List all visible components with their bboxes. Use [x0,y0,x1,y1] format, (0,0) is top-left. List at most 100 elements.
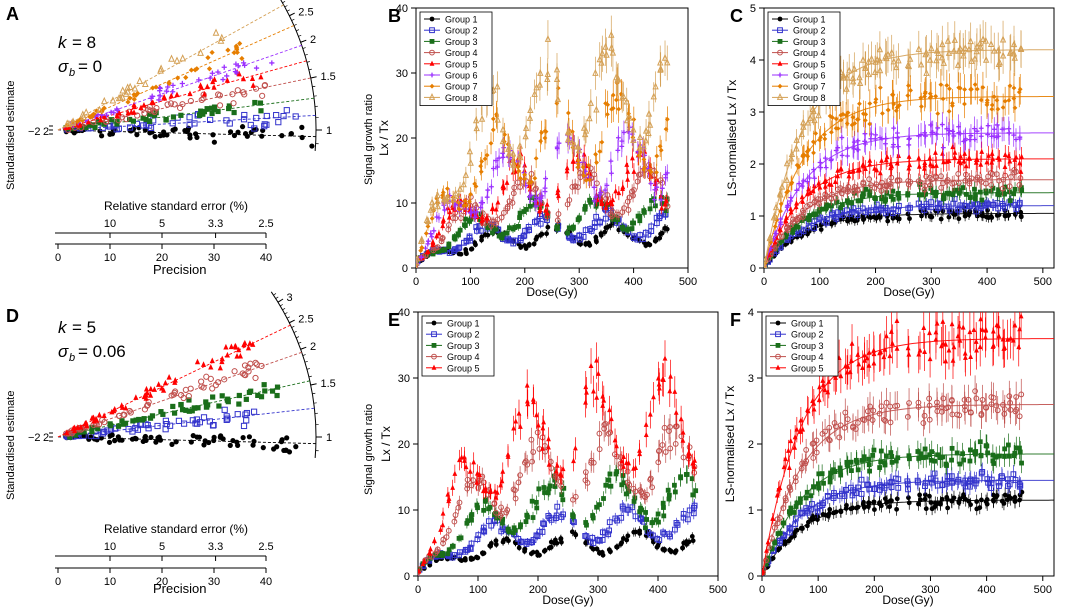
data-point [498,214,505,221]
data-point [659,201,665,206]
data-point [989,159,995,165]
data-point [778,201,784,207]
data-point [958,153,964,159]
radial-point [194,134,200,140]
data-point [896,195,902,201]
radial-point [100,96,108,105]
radial-point [211,139,217,145]
radial-point [240,422,248,430]
x-tick-label: 400 [624,276,642,288]
radial-point [93,432,100,440]
data-point [664,196,670,202]
data-point [1006,126,1012,132]
data-point [610,196,616,203]
data-point [516,545,522,551]
radial-point [239,55,245,62]
radial-point [179,101,186,108]
data-point [979,35,987,43]
arc-minor-tick [286,316,290,319]
data-point [438,238,445,245]
data-point [930,190,936,195]
data-point [906,165,912,171]
data-point [511,184,518,191]
data-point [821,218,828,225]
k-value: = 5 [72,318,96,337]
radial-point [242,339,248,346]
data-point [581,173,587,179]
data-point [436,215,442,221]
radial-point [173,439,179,445]
data-point [934,200,941,207]
radial-point [249,75,256,81]
radial-point [252,85,260,92]
radial-point [171,101,178,108]
arc-minor-tick [310,384,314,386]
data-point [625,176,631,182]
data-point [598,58,605,66]
data-point [506,198,513,205]
radial-point [258,73,264,80]
radial-point [82,108,90,116]
data-point [1006,97,1012,103]
data-point [440,192,445,198]
radial-point [240,116,248,123]
radial-point [148,385,154,392]
legend-marker [428,93,436,100]
data-point [873,96,879,102]
data-point [575,184,581,191]
data-point [777,240,782,246]
data-point [862,117,868,123]
data-point [837,185,844,192]
data-point [657,64,664,72]
data-point [906,153,912,159]
data-point [845,110,851,116]
data-point [877,170,883,176]
data-point [1011,166,1018,173]
data-point [968,86,974,92]
data-point [867,189,873,195]
data-point [625,207,632,213]
data-point [982,36,989,44]
data-point [982,55,990,63]
data-point [947,86,952,92]
radial-point [201,442,207,448]
data-point [649,198,654,203]
data-point [985,207,990,213]
data-point [895,144,901,150]
data-point [946,108,952,114]
data-point [840,71,847,79]
data-point [1002,184,1008,190]
y-tick-label: 2 [750,159,756,171]
data-point [450,195,457,203]
data-point [796,181,802,186]
data-point [472,214,478,220]
radial-point [90,119,97,126]
data-point [854,212,861,218]
data-point [658,197,664,203]
data-point [872,195,877,201]
data-point [799,218,805,223]
data-point [806,217,812,223]
data-point [663,172,669,177]
radial-point [210,78,216,85]
data-point [620,184,626,190]
radial-point [207,75,213,81]
data-point [845,145,851,151]
data-point [537,196,542,202]
radial-point [128,109,134,115]
data-point [823,193,830,200]
data-point [972,82,978,87]
data-point [609,170,614,176]
precision-tick-label: 40 [260,252,272,264]
data-point [896,190,901,196]
radial-point [74,428,80,434]
data-point [423,231,429,236]
data-point [955,180,962,187]
data-point [1019,153,1025,159]
data-point [950,192,956,198]
radial-point [108,117,115,123]
radial-point [77,122,83,128]
radial-point [245,368,252,375]
radial-point [221,64,227,70]
data-point [656,537,663,543]
